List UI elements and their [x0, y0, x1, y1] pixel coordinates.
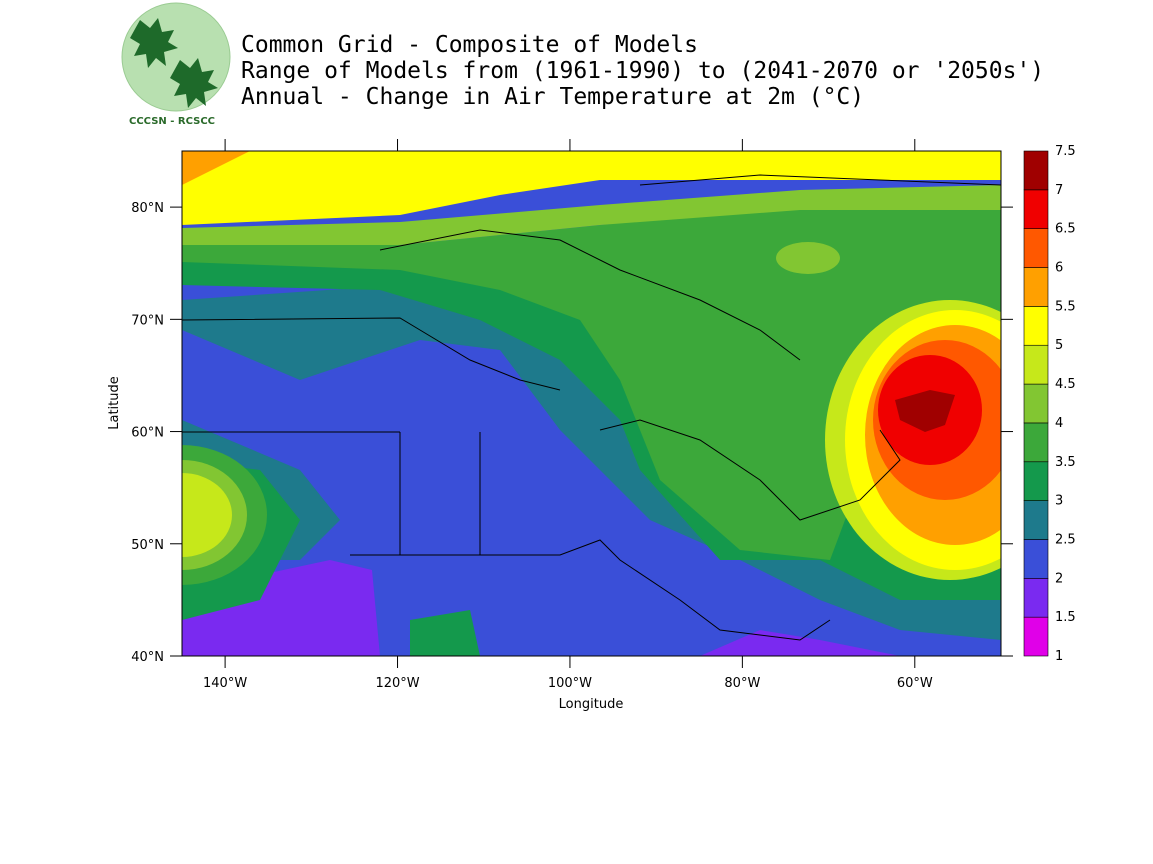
colorbar-label: 3 [1055, 494, 1063, 509]
y-tick-label: 80°N [131, 201, 164, 216]
colorbar-label: 7 [1055, 183, 1063, 198]
logo: CCCSN - RCSCC [120, 0, 232, 130]
colorbar-swatch [1023, 150, 1049, 191]
colorbar-label: 4 [1055, 416, 1063, 431]
y-tick-label: 40°N [131, 650, 164, 665]
colorbar-swatch [1023, 616, 1049, 657]
colorbar-label: 5 [1055, 338, 1063, 353]
colorbar-swatch [1023, 578, 1049, 618]
colorbar-swatch [1023, 539, 1049, 579]
contour-region [182, 185, 1001, 245]
contour-region [895, 390, 955, 432]
colorbar-label: 2 [1055, 571, 1063, 586]
contour-region [182, 151, 1001, 225]
contour-region [182, 151, 250, 185]
x-tick-label: 60°W [897, 676, 933, 691]
map-fill [182, 151, 1001, 656]
colorbar-label: 5.5 [1055, 299, 1076, 314]
title: Common Grid - Composite of Models [241, 32, 698, 58]
colorbar-swatch [1023, 500, 1049, 540]
contour-region [182, 560, 380, 656]
logo-label: CCCSN - RCSCC [129, 116, 215, 127]
colorbar-label: 6 [1055, 261, 1063, 276]
map-frame [181, 150, 1002, 657]
colorbar-swatch [1023, 383, 1049, 424]
colorbar-label: 2.5 [1055, 532, 1076, 547]
colorbar-label: 6.5 [1055, 222, 1076, 237]
colorbar-label: 1.5 [1055, 610, 1076, 625]
y-tick-label: 70°N [131, 313, 164, 328]
colorbar-label: 3.5 [1055, 455, 1076, 470]
colorbar-swatch [1023, 461, 1049, 501]
colorbar-swatch [1023, 306, 1049, 346]
description: Annual - Change in Air Temperature at 2m… [241, 84, 864, 110]
contour-region [182, 195, 1001, 560]
contour-region [182, 473, 232, 557]
colorbar-swatch [1023, 422, 1049, 463]
colorbar-swatch [1023, 267, 1049, 307]
colorbar-label: 7.5 [1055, 144, 1076, 159]
x-tick-label: 140°W [203, 676, 247, 691]
colorbar-swatch [1023, 344, 1049, 385]
colorbar-label: 1 [1055, 649, 1063, 664]
x-axis-label: Longitude [559, 697, 624, 712]
contour-region [700, 630, 900, 656]
colorbar-swatch [1023, 189, 1049, 229]
x-tick-label: 80°W [724, 676, 760, 691]
x-tick-label: 100°W [548, 676, 592, 691]
contour-region [776, 242, 840, 274]
x-tick-label: 120°W [375, 676, 419, 691]
colorbar-label: 4.5 [1055, 377, 1076, 392]
y-tick-label: 60°N [131, 426, 164, 441]
colorbar-swatch [1023, 228, 1049, 268]
coastlines [182, 174, 1001, 641]
contour-region [410, 610, 480, 656]
y-axis-label: Latitude [107, 376, 122, 430]
y-tick-label: 50°N [131, 538, 164, 553]
subtitle: Range of Models from (1961-1990) to (204… [241, 58, 1044, 84]
